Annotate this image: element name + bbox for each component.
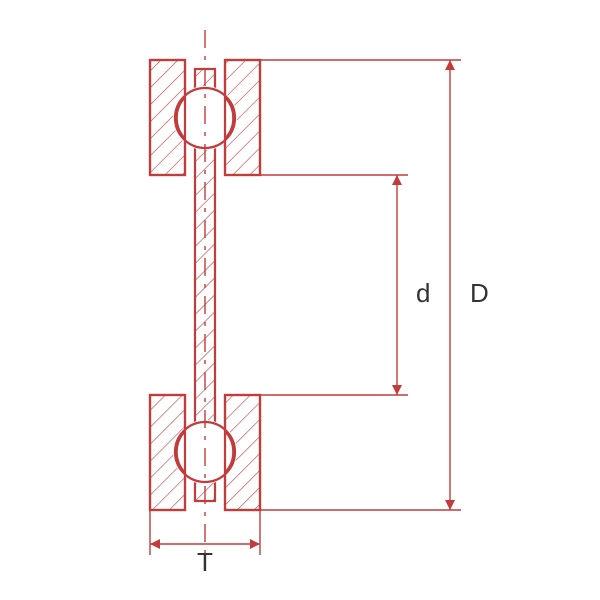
dimension-D-label: D xyxy=(470,278,489,308)
dimension-T-label: T xyxy=(197,547,213,577)
dimension-d-label: d xyxy=(416,278,430,308)
bearing-diagram: Td D xyxy=(0,0,600,600)
